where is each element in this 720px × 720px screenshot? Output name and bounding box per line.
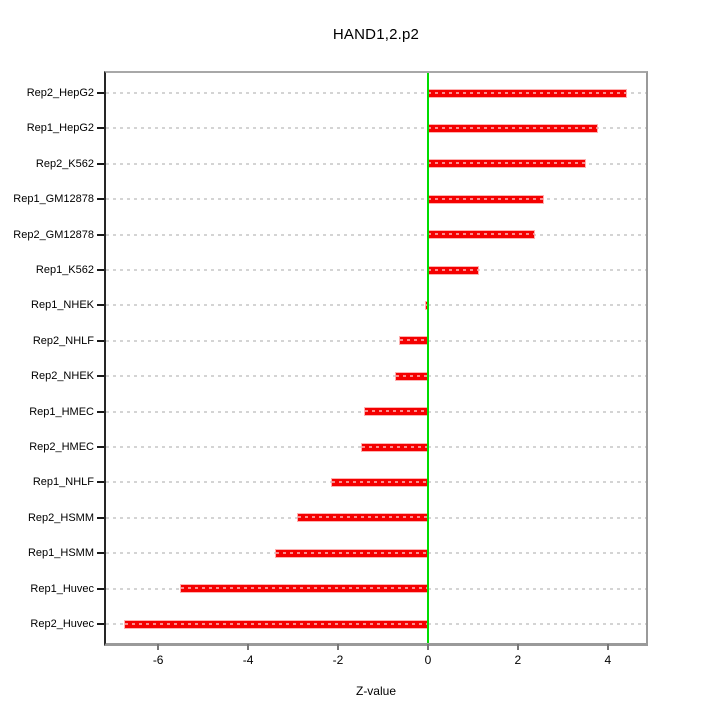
gridline: [106, 92, 646, 94]
gridline: [106, 233, 646, 236]
category-label: Rep2_HepG2: [26, 87, 94, 99]
category-label: Rep1_Huvec: [30, 582, 94, 595]
category-label: Rep2_GM12878: [13, 228, 94, 241]
bar: [427, 266, 478, 274]
bar: [427, 195, 543, 203]
bar: [427, 231, 535, 239]
x-axis-label: Z-value: [355, 684, 396, 698]
x-tick-label: -6: [152, 653, 164, 667]
y-tick: [97, 127, 104, 130]
x-tick: [426, 644, 429, 650]
y-tick: [97, 516, 104, 519]
y-tick: [97, 233, 104, 236]
gridline: [106, 162, 646, 165]
bar: [361, 443, 429, 451]
y-tick: [97, 446, 104, 448]
chart-title: HAND1,2.p2: [332, 26, 420, 43]
x-tick: [157, 644, 160, 650]
gridline: [106, 375, 646, 378]
y-tick: [97, 410, 104, 413]
y-tick: [97, 162, 104, 165]
x-tick-label: 4: [604, 653, 612, 667]
y-tick: [97, 92, 104, 94]
x-tick-label: 2: [514, 653, 522, 667]
bar: [332, 478, 428, 486]
y-tick: [97, 587, 104, 590]
x-tick-label: -2: [332, 653, 344, 667]
gridline: [106, 304, 646, 307]
x-tick-label: -4: [242, 653, 254, 667]
category-label: Rep1_NHLF: [32, 476, 94, 489]
x-tick: [606, 644, 609, 650]
bar: [427, 89, 626, 97]
category-label: Rep2_HSMM: [27, 511, 94, 524]
category-label: Rep2_NHEK: [31, 370, 94, 383]
category-label: Rep2_Huvec: [30, 618, 94, 630]
x-tick: [516, 644, 519, 650]
bar: [427, 160, 586, 168]
y-tick: [97, 623, 104, 625]
gridline: [106, 339, 646, 342]
category-label: Rep2_K562: [35, 157, 94, 170]
x-tick: [337, 644, 339, 650]
gridline: [106, 127, 646, 130]
bar: [297, 514, 428, 522]
y-tick: [97, 552, 104, 555]
x-tick-label: 0: [424, 653, 432, 667]
bar: [396, 372, 429, 380]
y-tick: [97, 269, 104, 271]
gridline: [106, 269, 646, 271]
y-tick: [97, 375, 104, 378]
category-label: Rep2_HMEC: [29, 441, 94, 453]
bar: [125, 620, 428, 628]
category-label: Rep1_HSMM: [27, 547, 94, 560]
category-label: Rep1_GM12878: [13, 193, 94, 206]
bar: [180, 585, 429, 593]
bar: [364, 408, 428, 416]
gridline: [106, 198, 646, 201]
bar: [400, 337, 428, 345]
x-tick: [247, 644, 250, 650]
category-label: Rep1_NHEK: [31, 299, 94, 312]
plot-box: Rep2_HepG2 Rep1_HepG2 Rep2_K562 Rep1_GM1287…: [13, 71, 648, 667]
category-label: Rep1_K562: [35, 264, 94, 276]
bar: [427, 124, 597, 132]
bar: [276, 549, 428, 557]
category-label: Rep1_HepG2: [26, 122, 94, 135]
y-tick: [97, 304, 104, 307]
category-label: Rep2_NHLF: [32, 334, 94, 347]
y-tick: [97, 481, 104, 484]
y-tick: [97, 339, 104, 342]
zero-line: [426, 73, 429, 643]
plot-area: Rep2_HepG2 Rep1_HepG2 Rep2_K562 Rep1_GM1287…: [13, 73, 646, 667]
category-label: Rep1_HMEC: [29, 405, 94, 418]
y-tick: [97, 198, 104, 201]
bar: [425, 301, 429, 309]
